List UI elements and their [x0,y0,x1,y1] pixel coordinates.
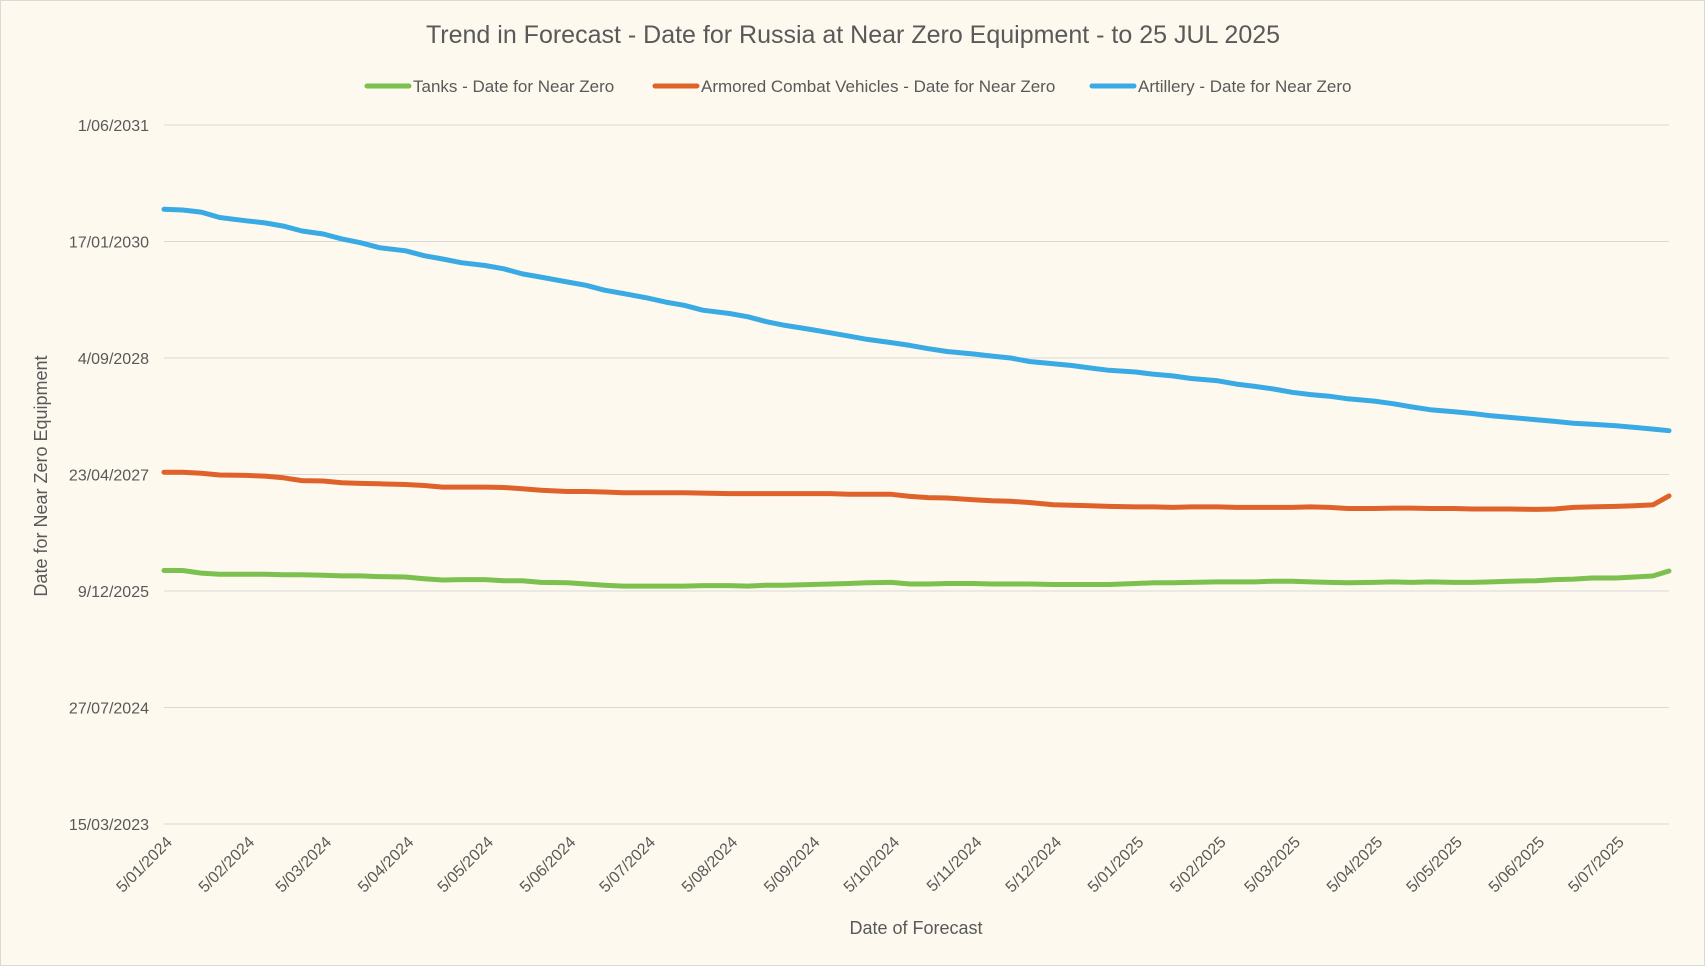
y-axis: 15/03/2023 27/07/2024 9/12/2025 23/04/2027 4… [69,118,149,834]
x-tick-label: 5/06/2025 [1486,834,1548,896]
series-line-3 [161,206,1672,434]
legend-label: Artillery - Date for Near Zero [1138,77,1352,96]
x-tick-label: 5/05/2025 [1404,834,1466,896]
y-tick-label: 17/01/2030 [69,235,149,252]
series-line-2 [161,469,1672,512]
y-axis-title: Date for Near Zero Equipment [31,355,51,596]
legend: Tanks - Date for Near Zero Armored Combat… [364,77,1352,96]
series-layer [161,206,1672,589]
x-tick-label: 5/04/2024 [355,834,417,896]
x-tick-label: 5/07/2025 [1565,834,1627,896]
series-line-1 [161,568,1672,589]
x-tick-label: 5/07/2024 [597,834,659,896]
legend-label: Tanks - Date for Near Zero [413,77,614,96]
x-tick-label: 5/11/2024 [924,834,986,896]
x-tick-label: 5/01/2025 [1085,834,1147,896]
y-tick-label: 23/04/2027 [69,468,149,485]
x-tick-label: 5/05/2024 [435,834,497,896]
legend-label: Armored Combat Vehicles - Date for Near … [701,77,1055,96]
x-tick-label: 5/08/2024 [679,834,741,896]
x-axis-title: Date of Forecast [849,918,982,938]
y-tick-label: 9/12/2025 [78,584,149,601]
legend-item-3: Artillery - Date for Near Zero [1089,77,1352,96]
legend-item-1: Tanks - Date for Near Zero [364,77,614,96]
x-tick-label: 5/10/2024 [841,834,903,896]
x-tick-label: 5/02/2024 [196,834,258,896]
x-tick-label: 5/09/2024 [761,834,823,896]
x-tick-label: 5/01/2024 [114,834,176,896]
x-tick-label: 5/04/2025 [1324,834,1386,896]
x-tick-label: 5/03/2025 [1242,834,1304,896]
x-tick-label: 5/03/2024 [273,834,335,896]
x-axis: 5/01/2024 5/02/2024 5/03/2024 5/04/2024 5/05… [114,834,1628,896]
x-tick-label: 5/06/2024 [517,834,579,896]
gridlines [164,124,1669,825]
legend-item-2: Armored Combat Vehicles - Date for Near … [652,77,1055,96]
y-tick-label: 15/03/2023 [69,817,149,834]
y-tick-label: 4/09/2028 [78,351,149,368]
y-tick-label: 27/07/2024 [69,701,149,718]
y-tick-label: 1/06/2031 [78,118,149,135]
chart-title: Trend in Forecast - Date for Russia at N… [426,21,1280,49]
x-tick-label: 5/12/2024 [1003,834,1065,896]
x-tick-label: 5/02/2025 [1167,834,1229,896]
